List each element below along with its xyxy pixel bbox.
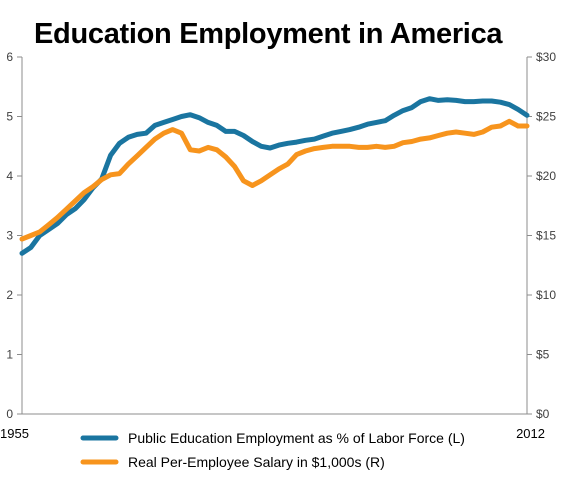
right-tick-label: $30	[536, 50, 556, 64]
right-tick-label: $20	[536, 169, 556, 183]
left-tick-label: 5	[6, 110, 13, 124]
salary-series-line	[19, 118, 530, 242]
legend-label: Real Per-Employee Salary in $1,000s (R)	[128, 454, 385, 470]
left-axis-ticks: 0 1 2 3 4 5 6	[6, 50, 22, 421]
series-lines	[19, 96, 530, 256]
right-tick-label: $0	[536, 407, 550, 421]
left-tick-label: 4	[6, 169, 13, 183]
right-axis-ticks: $0 $5 $10 $15 $20 $25 $30	[527, 50, 556, 421]
x-tick-label: 1955	[0, 426, 29, 441]
right-tick-label: $5	[536, 348, 550, 362]
right-tick-label: $15	[536, 229, 556, 243]
chart-axes	[21, 57, 528, 415]
left-tick-label: 0	[6, 407, 13, 421]
left-tick-label: 6	[6, 50, 13, 64]
chart-legend: Public Education Employment as % of Labo…	[80, 430, 465, 470]
left-tick-label: 3	[6, 229, 13, 243]
left-tick-label: 2	[6, 288, 13, 302]
chart-title: Education Employment in America	[34, 18, 503, 50]
right-tick-label: $10	[536, 288, 556, 302]
employment-series-line	[19, 96, 530, 256]
left-tick-label: 1	[6, 348, 13, 362]
x-axis-ticks: 1955 2012	[0, 426, 545, 441]
legend-label: Public Education Employment as % of Labo…	[128, 430, 465, 446]
right-tick-label: $25	[536, 110, 556, 124]
x-tick-label: 2012	[516, 426, 545, 441]
